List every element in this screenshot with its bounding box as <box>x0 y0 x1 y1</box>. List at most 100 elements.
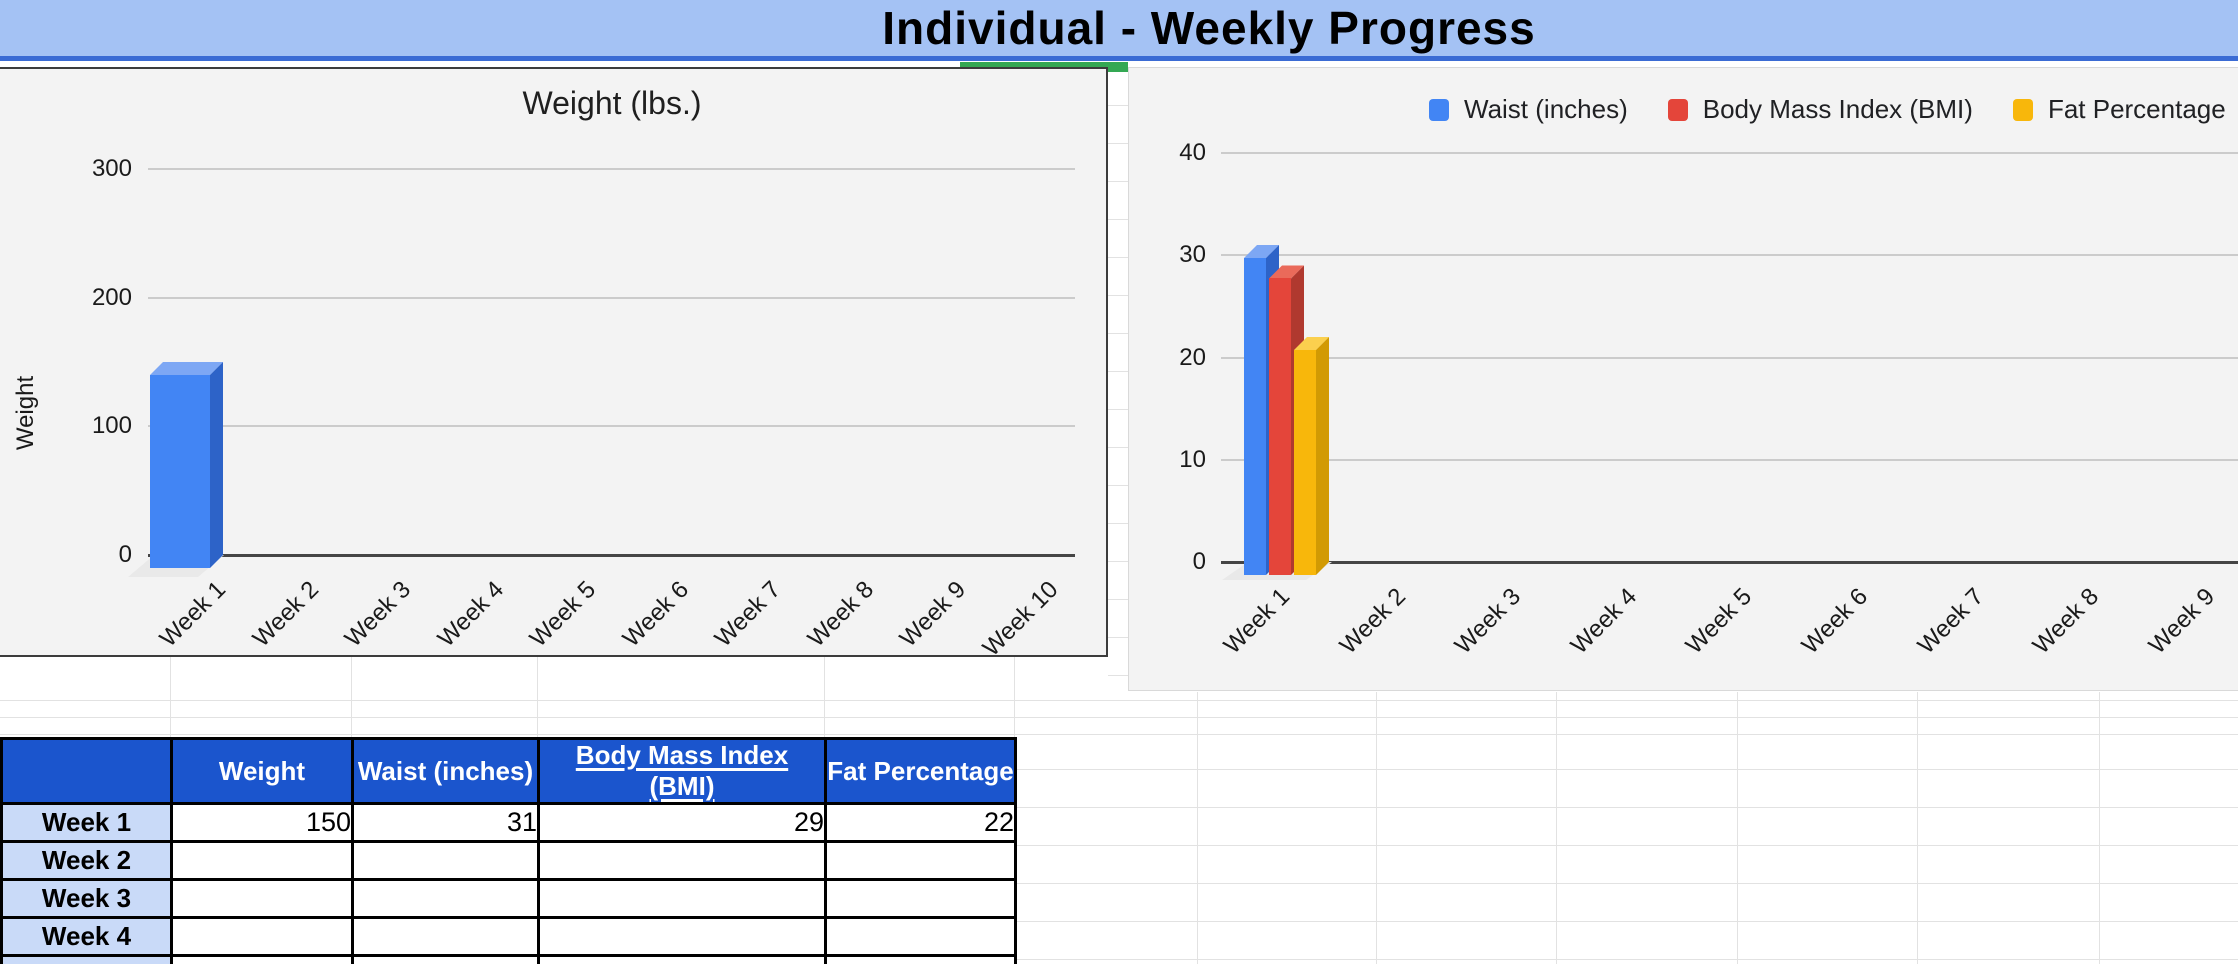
gridline <box>1197 692 1198 964</box>
col-header-blank[interactable] <box>0 737 173 805</box>
table-cell[interactable] <box>824 878 1017 919</box>
legend-swatch <box>1429 98 1449 121</box>
table-cell[interactable] <box>824 954 1017 964</box>
x-axis-line <box>1221 561 2238 564</box>
table-cell[interactable]: 29 <box>537 802 827 843</box>
progress-table: Weight Waist (inches) Body Mass Index (BMI… <box>0 737 1017 964</box>
gridline <box>0 717 2238 718</box>
table-cell[interactable] <box>351 916 540 957</box>
gridline <box>1014 657 1015 737</box>
gridline <box>1014 959 2238 960</box>
bar-front <box>150 375 210 568</box>
col-header-weight[interactable]: Weight <box>170 737 354 805</box>
title-bar[interactable]: Individual - Weekly Progress <box>0 0 2238 61</box>
weight-bar <box>150 362 223 568</box>
body-metrics-chart[interactable]: 0 10 20 30 40 Week 1 Week 2 Week 3 Week 4 Week 5 W… <box>1128 67 2238 691</box>
table-cell[interactable] <box>170 954 354 964</box>
gridline <box>1376 692 1377 964</box>
chart-title: Weight (lbs.) <box>522 85 702 121</box>
gridline <box>1014 845 2238 846</box>
gridline <box>824 657 825 737</box>
chart-legend: Waist (inches) Body Mass Index (BMI) Fat P… <box>1429 94 2226 125</box>
bar-front <box>1269 278 1291 575</box>
x-axis-label: Week 4 <box>432 576 509 653</box>
x-axis-label: Week 6 <box>1796 583 1874 660</box>
table-cell[interactable] <box>824 840 1017 881</box>
x-axis-label: Week 8 <box>2027 583 2105 660</box>
row-header-week-5[interactable]: Week 5 <box>0 954 173 964</box>
gridline <box>1221 254 2238 257</box>
row-header-week-3[interactable]: Week 3 <box>0 878 173 919</box>
col-header-waist-inches-[interactable]: Waist (inches) <box>351 737 540 805</box>
x-axis-label: Week 1 <box>1218 583 1296 660</box>
table-cell[interactable]: 150 <box>170 802 354 843</box>
gridline <box>1221 458 2238 461</box>
table-row: Week 4 <box>0 916 1017 957</box>
table-cell[interactable] <box>170 916 354 957</box>
x-axis-label: Week 10 <box>977 576 1064 657</box>
y-axis-label: 40 <box>1179 139 1206 166</box>
gridline <box>1221 356 2238 359</box>
gridline <box>1014 883 2238 884</box>
gridline <box>1108 523 1128 524</box>
table-row: Week 3 <box>0 878 1017 919</box>
x-axis-label: Week 6 <box>617 576 694 653</box>
gridline <box>2099 692 2100 964</box>
y-axis-label: 200 <box>91 283 132 311</box>
gridline <box>170 657 171 737</box>
table-cell[interactable] <box>351 840 540 881</box>
table-row: Week 2 <box>0 840 1017 881</box>
table-cell[interactable] <box>824 916 1017 957</box>
col-header-fat-percentage[interactable]: Fat Percentage <box>824 737 1017 805</box>
gridline <box>0 700 2238 701</box>
table-row: Week 1 150 31 29 22 <box>0 802 1017 843</box>
legend-swatch <box>2012 98 2033 121</box>
bar-front <box>1244 258 1266 575</box>
gridline <box>1108 105 1128 106</box>
table-cell[interactable] <box>537 954 827 964</box>
y-axis-label: 30 <box>1179 241 1206 269</box>
table-cell[interactable]: 31 <box>351 802 540 843</box>
row-header-week-1[interactable]: Week 1 <box>0 802 173 843</box>
bar-side <box>210 362 223 568</box>
y-axis-label: 300 <box>91 155 132 182</box>
y-axis-label: 0 <box>118 541 132 568</box>
bar-side <box>1316 337 1329 575</box>
fat-percentage-bar <box>1294 337 1329 575</box>
weight-chart[interactable]: Weight (lbs.) Weight 0 100 200 300 Week 1 Wee… <box>0 67 1108 657</box>
gridline <box>1108 219 1128 220</box>
gridline <box>1108 675 1128 676</box>
gridline <box>1108 599 1128 600</box>
x-axis-label: Week 7 <box>709 576 787 653</box>
bar-front <box>1294 350 1316 575</box>
gridline <box>1108 485 1128 486</box>
table-cell[interactable]: 22 <box>824 802 1017 843</box>
y-axis-label: 10 <box>1179 445 1206 473</box>
table-cell[interactable] <box>537 840 827 881</box>
table-row: Week 5 <box>0 954 1017 964</box>
row-header-week-4[interactable]: Week 4 <box>0 916 173 957</box>
col-header-body-mass-index-bmi-[interactable]: Body Mass Index (BMI) <box>537 737 827 805</box>
table-cell[interactable] <box>170 840 354 881</box>
table-cell[interactable] <box>537 878 827 919</box>
gridline <box>1108 447 1128 448</box>
legend-item: Fat Percentage <box>2012 94 2226 125</box>
x-axis-label: Week 3 <box>339 576 417 653</box>
gridline <box>537 657 538 737</box>
x-axis-label: Week 5 <box>524 576 602 653</box>
table-cell[interactable] <box>351 878 540 919</box>
row-header-week-2[interactable]: Week 2 <box>0 840 173 881</box>
legend-label: Fat Percentage <box>2047 94 2226 124</box>
gridline <box>1108 181 1128 182</box>
x-axis-label: Week 4 <box>1565 583 1642 660</box>
page-title: Individual - Weekly Progress <box>882 2 1536 54</box>
x-axis-label: Week 2 <box>247 576 324 653</box>
gridline <box>1108 637 1128 638</box>
gridline <box>1737 692 1738 964</box>
table-cell[interactable] <box>351 954 540 964</box>
x-axis-label: Week 9 <box>894 576 972 653</box>
table-cell[interactable] <box>170 878 354 919</box>
table-cell[interactable] <box>537 916 827 957</box>
x-axis-label: Week 1 <box>154 576 232 653</box>
